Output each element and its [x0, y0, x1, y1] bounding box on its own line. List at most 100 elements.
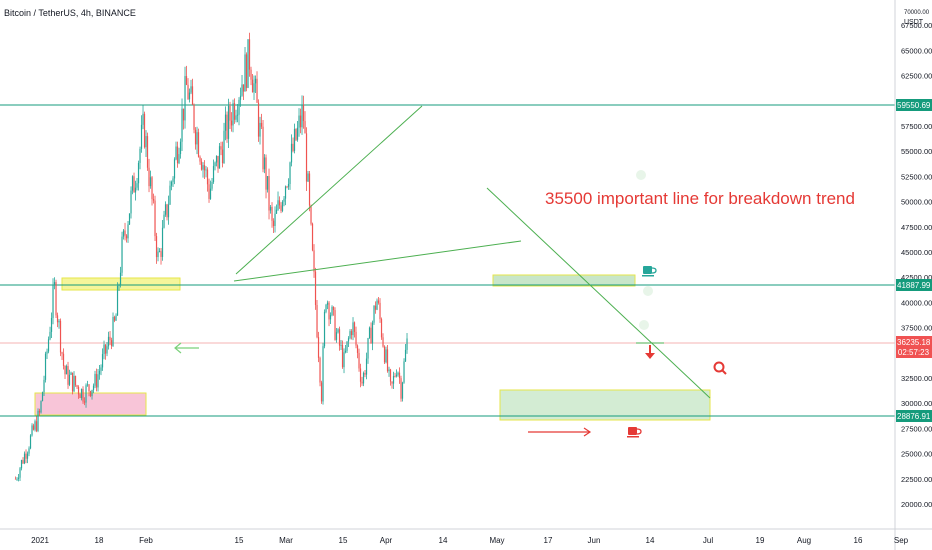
candle-body: [136, 183, 138, 188]
candle-body: [145, 136, 147, 148]
candle-body: [35, 421, 38, 431]
y-tick-label: 37500.00: [901, 324, 932, 333]
candle-body: [229, 105, 231, 121]
axis-top-value: 70000.00: [904, 10, 930, 16]
x-tick-label: 15: [339, 536, 348, 545]
candle-body: [94, 373, 96, 386]
candle-body: [377, 300, 380, 303]
candle-body: [74, 375, 77, 386]
candle-body: [82, 388, 84, 402]
x-tick-label: 2021: [31, 536, 49, 545]
candle-body: [70, 372, 72, 375]
candle-body: [122, 230, 125, 237]
candle-body: [184, 76, 186, 121]
candle-body: [208, 184, 210, 199]
axis-unit: USDT: [904, 19, 924, 26]
candle-body: [100, 367, 102, 371]
candle-body: [109, 336, 111, 341]
resistance-price-label: 59550.69: [897, 101, 931, 110]
trendlines: [233, 105, 711, 399]
candle-body: [259, 122, 261, 137]
candle-body: [173, 159, 176, 179]
candle-body: [127, 224, 129, 239]
candle-body: [65, 366, 68, 375]
trendline-up-march: [235, 105, 423, 275]
candle-body: [311, 223, 314, 251]
candle-body: [56, 315, 59, 323]
candle-body: [124, 230, 126, 236]
candle-body: [28, 448, 30, 454]
candle-body: [254, 78, 257, 84]
candle-body: [139, 148, 141, 163]
candle-body: [23, 453, 26, 464]
candle-body: [110, 340, 113, 346]
candle-body: [244, 54, 246, 92]
candle-body: [58, 320, 60, 323]
candle-body: [49, 331, 51, 340]
y-tick-label: 42500.00: [901, 273, 932, 282]
candle-body: [221, 149, 224, 164]
candle-body: [176, 146, 179, 164]
candle-body: [236, 114, 239, 116]
candle-body: [332, 306, 335, 311]
candle-body: [193, 104, 195, 130]
candle-body: [197, 132, 200, 157]
x-tick-label: 17: [544, 536, 553, 545]
candle-body: [329, 315, 332, 320]
candle-body: [406, 338, 408, 350]
candle-body: [155, 236, 158, 258]
candle-body: [214, 162, 216, 167]
candle-body: [358, 352, 360, 369]
candle-body: [14, 478, 17, 480]
candle-body: [238, 99, 240, 115]
candle-body: [50, 317, 53, 332]
candle-body: [355, 331, 357, 346]
candle-body: [113, 316, 116, 321]
candle-body: [205, 169, 207, 171]
candle-body: [161, 227, 164, 257]
candle-body: [16, 478, 18, 480]
candle-body: [398, 372, 401, 379]
candle-body: [64, 365, 66, 375]
candle-body: [32, 425, 35, 430]
x-tick-label: Apr: [380, 536, 393, 545]
candle-body: [218, 146, 221, 169]
candle-body: [295, 128, 297, 140]
candle-body: [130, 190, 132, 214]
candle-body: [278, 200, 281, 206]
candle-body: [328, 302, 330, 320]
candle-body: [404, 349, 407, 362]
candle-body: [227, 105, 230, 139]
countdown-label: 02:57:23: [897, 348, 930, 357]
candle-body: [271, 206, 273, 221]
candle-body: [392, 375, 395, 384]
x-tick-label: 16: [854, 536, 863, 545]
candle-body: [131, 176, 134, 191]
candle-body: [187, 84, 189, 100]
y-tick-label: 20000.00: [901, 500, 932, 509]
middle-price-label: 41887.99: [897, 281, 931, 290]
candle-body: [317, 337, 320, 358]
candle-body: [47, 339, 50, 352]
y-tick-label: 32500.00: [901, 374, 932, 383]
candle-body: [20, 460, 23, 469]
candle-body: [199, 156, 201, 162]
candle-body: [359, 368, 362, 382]
candle-body: [274, 213, 276, 226]
faint-dot-icon: [636, 170, 646, 180]
candle-body: [128, 213, 131, 225]
candle-body: [163, 214, 165, 228]
candle-body: [389, 369, 392, 382]
candle-body: [353, 322, 356, 332]
candle-body: [73, 375, 75, 392]
candle-body: [200, 161, 203, 170]
candle-body: [107, 336, 110, 347]
candle-body: [151, 177, 153, 200]
candle-body: [320, 382, 323, 402]
support-price-label: 28876.91: [897, 412, 931, 421]
candle-body: [265, 157, 267, 190]
candle-body: [250, 69, 252, 80]
candle-body: [188, 92, 191, 100]
